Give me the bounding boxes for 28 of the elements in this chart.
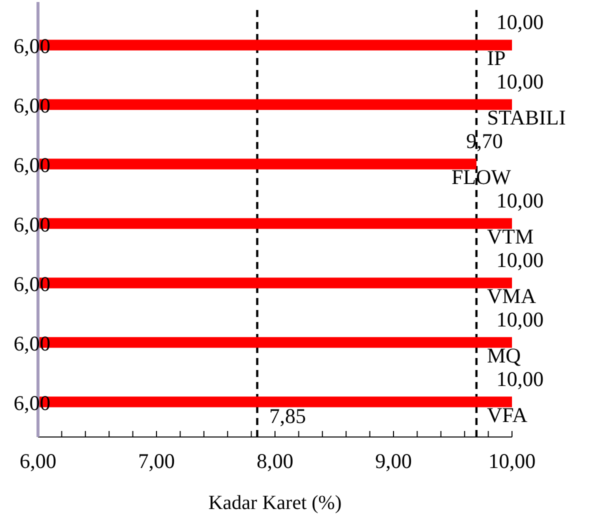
data-label: 10,00 — [496, 10, 544, 34]
x-tick-label: 10,00 — [488, 448, 536, 473]
y-tick-label: IP — [487, 46, 506, 70]
y-tick-label: STABILI — [487, 106, 566, 130]
y-tick-label: VTM — [487, 224, 534, 248]
data-label: 10,00 — [496, 70, 544, 94]
x-tick-label: 7,00 — [138, 448, 175, 473]
annotation: 6,00 — [14, 153, 50, 178]
data-label: 10,00 — [496, 307, 544, 332]
annotation: 6,00 — [14, 272, 50, 296]
annotation: 6,00 — [14, 94, 50, 118]
x-axis-title: Kadar Karet (%) — [208, 492, 342, 514]
y-tick-label: FLOW — [451, 165, 512, 190]
annotation: 6,00 — [14, 212, 50, 236]
data-label: 10,00 — [496, 366, 544, 391]
y-tick-label: VMA — [487, 284, 537, 308]
data-label: 9,70 — [466, 129, 503, 154]
annotation: 6,00 — [14, 331, 50, 356]
y-tick-label: MQ — [487, 343, 521, 368]
data-label: 10,00 — [496, 188, 544, 212]
y-tick-label: VFA — [487, 402, 528, 427]
data-label: 10,00 — [496, 248, 544, 272]
ref-line-label: 7,85 — [269, 404, 306, 428]
annotation: 6,00 — [14, 34, 50, 58]
x-tick-label: 8,00 — [256, 448, 294, 473]
x-tick-label: 6,00 — [20, 448, 56, 473]
x-tick-label: 9,00 — [375, 448, 412, 473]
annotation: 6,00 — [14, 390, 50, 415]
